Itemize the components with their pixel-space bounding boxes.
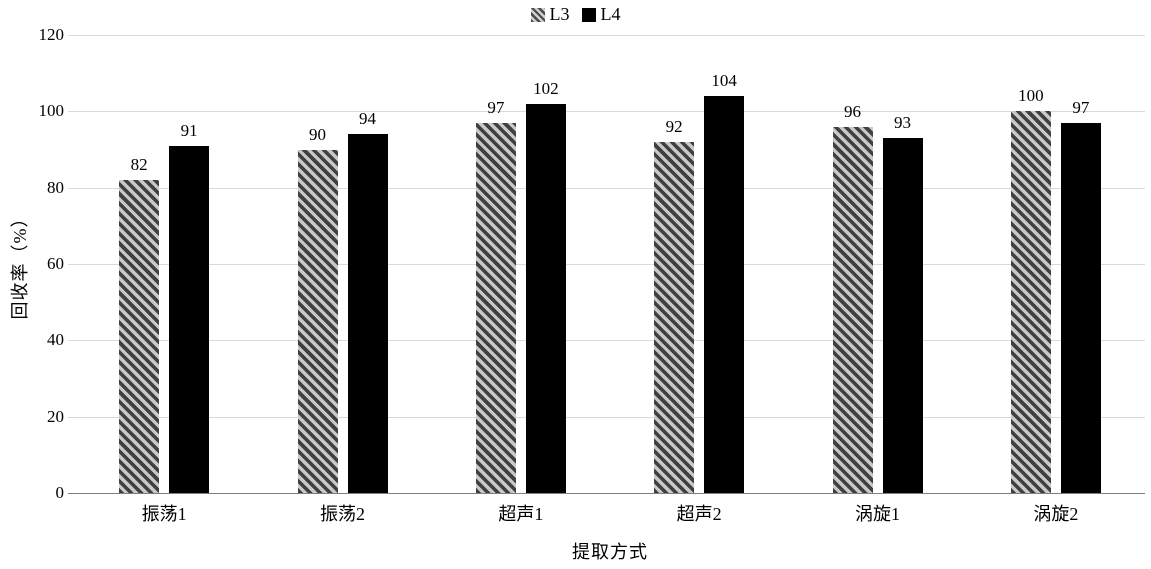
y-tick-label-100: 100	[38, 101, 65, 121]
x-category-label-振荡1: 振荡1	[141, 504, 187, 524]
bar-l3-涡旋2	[1010, 111, 1051, 493]
bar-l4-振荡2	[347, 134, 388, 493]
bar-l3-涡旋1	[832, 126, 873, 493]
legend-item-l3: L3	[530, 4, 570, 25]
bar-value-l3-超声1: 97	[487, 97, 505, 117]
bar-l4-涡旋1	[882, 138, 923, 493]
y-tick-label-40: 40	[47, 330, 64, 350]
gridline-y100	[68, 111, 1145, 113]
bar-value-l3-超声2: 92	[665, 116, 683, 136]
gridline-y20	[68, 416, 1145, 418]
bar-value-l3-涡旋2: 100	[1018, 86, 1044, 106]
bar-value-l3-涡旋1: 96	[844, 101, 861, 121]
y-tick-label-0: 0	[55, 483, 65, 502]
bar-value-l4-涡旋2: 97	[1072, 97, 1090, 117]
bar-value-l3-振荡1: 82	[130, 155, 148, 175]
bar-value-l4-涡旋1: 93	[894, 113, 911, 133]
legend-label-l4: L4	[600, 4, 621, 24]
legend-swatch-l3-hatch-icon	[530, 7, 545, 22]
chart-legend: L3 L4	[0, 4, 1151, 25]
x-category-label-超声2: 超声2	[676, 504, 722, 524]
bar-l4-振荡1	[169, 145, 210, 493]
bar-l3-超声1	[475, 122, 516, 493]
bar-l4-超声1	[525, 103, 566, 493]
bar-value-l3-振荡2: 90	[309, 124, 326, 144]
bar-l3-振荡2	[297, 149, 338, 493]
gridline-y80	[68, 187, 1145, 189]
bar-l3-振荡1	[119, 180, 160, 493]
x-category-label-涡旋1: 涡旋1	[855, 504, 900, 524]
legend-item-l4: L4	[581, 4, 621, 25]
y-tick-label-20: 20	[47, 406, 64, 426]
y-tick-label-120: 120	[38, 25, 65, 44]
x-axis-title: 提取方式	[572, 542, 648, 562]
legend-label-l3: L3	[549, 4, 570, 24]
gridline-y60	[68, 264, 1145, 265]
y-tick-label-80: 80	[47, 177, 64, 197]
x-category-label-超声1: 超声1	[498, 504, 544, 524]
x-axis-line	[68, 493, 1145, 494]
gridline-y40	[68, 340, 1145, 342]
bar-l4-涡旋2	[1060, 122, 1101, 493]
bar-value-l4-超声2: 104	[711, 71, 737, 91]
y-tick-label-60: 60	[47, 254, 64, 273]
bar-l3-超声2	[654, 141, 695, 493]
bar-value-l4-振荡1: 91	[180, 120, 198, 140]
legend-swatch-l4-solid-icon	[581, 7, 596, 22]
bar-value-l4-超声1: 102	[533, 78, 559, 98]
gridline-y120	[68, 35, 1145, 36]
x-category-label-涡旋2: 涡旋2	[1033, 504, 1079, 524]
x-category-label-振荡2: 振荡2	[320, 504, 365, 524]
bar-value-l4-振荡2: 94	[359, 109, 376, 129]
bar-l4-超声2	[704, 96, 745, 493]
